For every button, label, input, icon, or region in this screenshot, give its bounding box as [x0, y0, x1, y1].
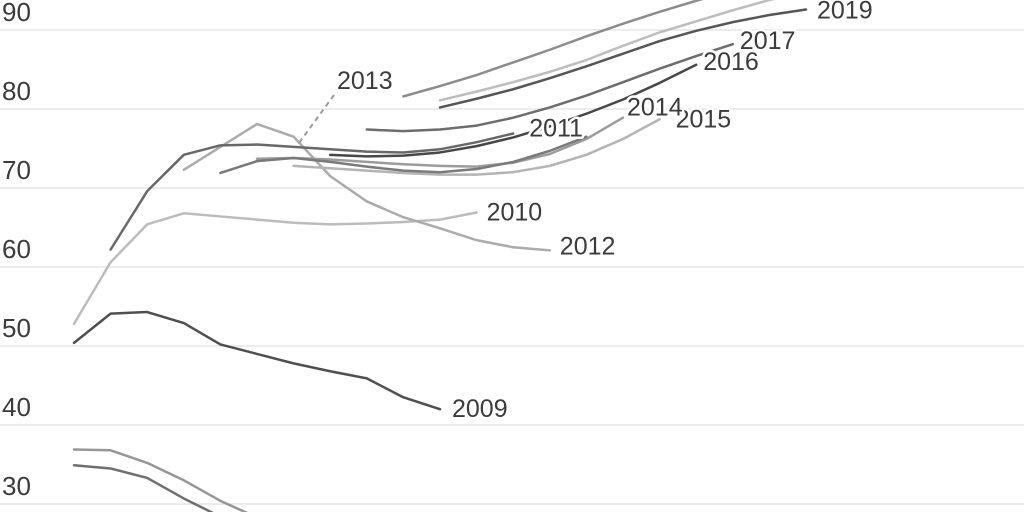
series-line-2011: [109, 132, 515, 251]
series-line-2009: [72, 310, 442, 411]
y-tick-label-40: 40: [2, 392, 31, 422]
y-tick-label-30: 30: [2, 471, 31, 501]
series-line-2013: [219, 135, 588, 175]
series-label-2019: 2019: [817, 0, 873, 24]
series-label-2015: 2015: [676, 105, 732, 133]
series-label-2013: 2013: [337, 67, 393, 95]
y-tick-label-70: 70: [2, 155, 31, 185]
series-line-unlabeled-bottom-dark: [72, 464, 214, 512]
series-line-unlabeled-top-light: [438, 0, 775, 102]
series-label-2010: 2010: [487, 198, 543, 226]
series-line-unlabeled-bottom-light: [72, 448, 249, 512]
y-tick-label-50: 50: [2, 313, 31, 343]
label-leader-2013: [298, 94, 335, 144]
y-tick-label-60: 60: [2, 234, 31, 264]
series-label-2017: 2017: [740, 27, 796, 55]
series-line-2015: [292, 118, 661, 176]
series-line-2012: [182, 122, 552, 252]
series-label-2011: 2011: [529, 114, 583, 142]
series-line-2010: [72, 211, 478, 326]
series-line-2014: [255, 116, 625, 168]
series-line-2019: [438, 8, 808, 109]
series-line-2017: [365, 42, 735, 133]
series-line-2016: [328, 63, 698, 158]
y-tick-label-80: 80: [2, 76, 31, 106]
series-label-2014: 2014: [627, 94, 683, 122]
series-line-unlabeled-top-medium: [402, 0, 704, 98]
y-tick-label-90: 90: [2, 0, 31, 27]
series-label-2009: 2009: [452, 395, 508, 423]
series-label-2012: 2012: [560, 232, 616, 260]
series-label-2016: 2016: [703, 48, 759, 76]
